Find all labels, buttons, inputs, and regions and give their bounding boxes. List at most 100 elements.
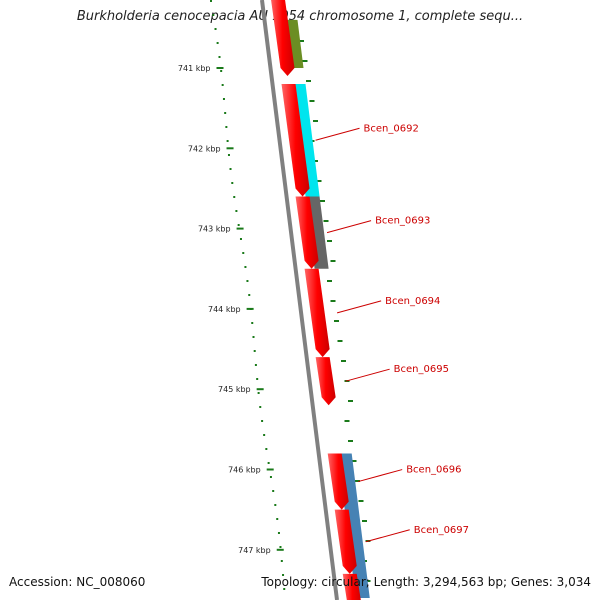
gc-dot-left <box>221 84 224 86</box>
gc-dot-left <box>265 448 268 450</box>
gc-dot-left <box>224 112 227 114</box>
gc-dot-left <box>256 378 259 380</box>
gc-dash-right <box>327 240 332 242</box>
gc-dash-right <box>330 260 336 262</box>
accession-text: Accession: NC_008060 <box>9 575 146 589</box>
gc-dot-left <box>269 476 272 478</box>
gc-dot-left <box>248 294 251 296</box>
gc-dot-left <box>214 28 217 30</box>
gc-dash-right <box>316 180 322 182</box>
gc-dash-right <box>313 120 318 122</box>
cds-track <box>270 0 362 600</box>
gene-leader-line <box>345 368 390 382</box>
gc-dash-right <box>323 220 329 222</box>
gc-dash-right <box>299 40 304 42</box>
tick-label: 742 kbp <box>188 144 221 153</box>
cds-arrow[interactable] <box>304 268 330 358</box>
gene-leader-line <box>315 127 360 141</box>
gc-dot-left <box>235 210 238 212</box>
gene-label[interactable]: Bcen_0695 <box>394 364 449 375</box>
tick-mark <box>246 307 254 310</box>
gc-dash-right <box>351 460 357 462</box>
gc-dash-right <box>348 400 353 402</box>
cds-arrow[interactable] <box>281 84 310 197</box>
ruler-ticks: 741 kbp 742 kbp 743 kbp 744 kbp 745 kbp 746 k… <box>178 64 284 555</box>
gc-dash-right <box>355 480 360 482</box>
gc-dot-left <box>253 350 256 352</box>
gc-dash-right <box>348 440 353 442</box>
summary-text: Topology: circular; Length: 3,294,563 bp… <box>261 575 591 589</box>
gc-dot-left <box>274 504 277 506</box>
gc-dot-left <box>282 574 285 576</box>
gc-dot-left <box>225 126 228 128</box>
gene-label[interactable]: Bcen_0692 <box>364 123 419 134</box>
tick-mark <box>276 548 284 551</box>
gc-dot-left <box>210 0 212 2</box>
gc-dot-left <box>218 56 221 58</box>
gc-dash-right <box>365 580 371 582</box>
cds-arrow[interactable] <box>327 453 349 510</box>
gc-dash-right <box>330 300 336 302</box>
gene-label[interactable]: Bcen_0697 <box>414 525 469 536</box>
gc-dot-left <box>279 546 282 548</box>
tick-mark <box>266 468 274 471</box>
gc-dash-right <box>344 420 350 422</box>
gc-dot-left <box>261 420 264 422</box>
gc-dash-right <box>362 520 367 522</box>
tick-mark <box>256 388 264 391</box>
gene-leader-line <box>336 300 382 314</box>
gc-dot-left <box>267 462 270 464</box>
tick-mark <box>226 147 234 150</box>
gc-dot-left <box>276 518 279 520</box>
gc-dot-left <box>231 182 234 184</box>
gene-label[interactable]: Bcen_0694 <box>385 296 440 307</box>
gene-label[interactable]: Bcen_0696 <box>406 465 461 476</box>
gc-dot-left <box>252 336 255 338</box>
gc-dash-right <box>306 80 311 82</box>
tick-label: 745 kbp <box>218 385 251 394</box>
gc-dot-left <box>220 70 223 72</box>
cds-arrow[interactable] <box>342 573 362 600</box>
gc-dot-left <box>251 322 254 324</box>
gc-dash-right <box>302 60 308 62</box>
gc-dot-left <box>259 406 262 408</box>
gene-labels: Bcen_0692 Bcen_0693 Bcen_0694 Bcen_0695 Bcen… <box>315 123 469 543</box>
gc-dash-right <box>341 360 346 362</box>
gc-dot-left <box>216 42 219 44</box>
tick-label: 744 kbp <box>208 305 241 314</box>
gc-dot-left <box>239 238 242 240</box>
gc-dot-left <box>242 252 245 254</box>
gc-dot-left <box>277 532 280 534</box>
gc-dash-right <box>309 100 315 102</box>
gc-dash-right <box>313 160 318 162</box>
gc-dash-right <box>320 200 325 202</box>
tick-label: 743 kbp <box>198 225 231 234</box>
gc-dash-right <box>358 500 364 502</box>
gc-dash-right <box>334 320 339 322</box>
gc-dot-left <box>212 14 215 16</box>
gc-dot-left <box>263 434 266 436</box>
gc-dash-right <box>327 280 332 282</box>
cds-arrow[interactable] <box>315 357 336 406</box>
cds-arrow[interactable] <box>270 0 295 77</box>
gc-dot-left <box>233 196 236 198</box>
gene-leader-line <box>326 220 372 234</box>
cds-arrow[interactable] <box>334 509 357 574</box>
gc-dot-left <box>237 224 240 226</box>
backbone-line <box>260 0 339 600</box>
cds-arrow[interactable] <box>295 196 319 269</box>
gc-dot-left <box>283 588 286 590</box>
gc-dot-left <box>222 98 225 100</box>
tick-mark <box>216 67 224 69</box>
gene-leader-line <box>365 529 410 543</box>
gc-dot-left <box>280 560 283 562</box>
tick-label: 746 kbp <box>228 466 261 475</box>
gc-dash-right <box>337 340 343 342</box>
gene-label[interactable]: Bcen_0693 <box>375 216 430 227</box>
gc-dot-left <box>272 490 275 492</box>
tick-mark <box>236 227 244 230</box>
gc-dot-left <box>226 140 229 142</box>
gene-leader-line <box>358 469 403 483</box>
gc-dot-left <box>257 392 260 394</box>
